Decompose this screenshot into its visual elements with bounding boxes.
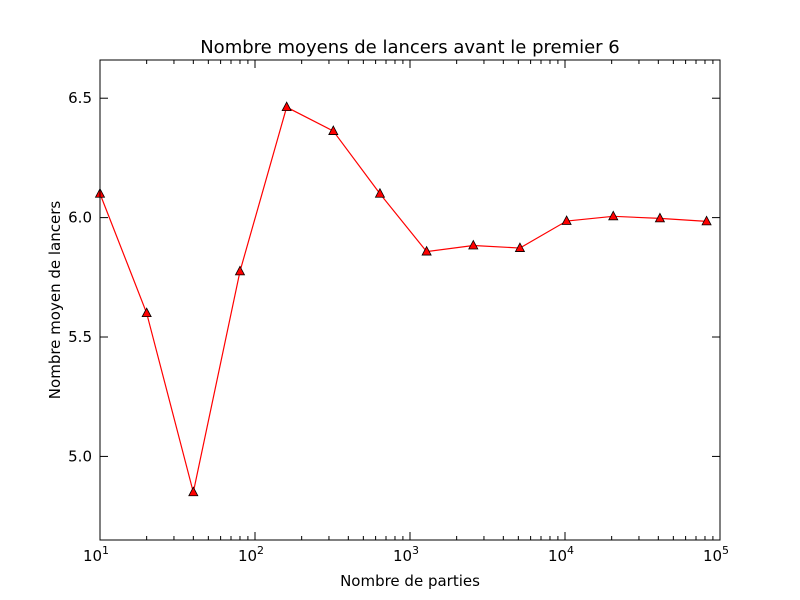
data-point [328, 125, 339, 135]
data-point [188, 486, 199, 497]
chart-title: Nombre moyens de lancers avant le premie… [200, 37, 620, 58]
data-point [374, 187, 386, 198]
x-tick-label-base: 10 [703, 547, 722, 565]
data-point [421, 245, 432, 256]
data-point [234, 265, 246, 276]
y-tick-label: 5.0 [68, 447, 92, 465]
axes-frame [99, 59, 721, 541]
x-tick-label-base: 10 [83, 547, 102, 565]
x-tick-label-exponent: 3 [412, 544, 419, 557]
y-tick-label: 6.0 [68, 209, 92, 227]
x-tick-label-exponent: 1 [102, 544, 109, 557]
x-tick-label-base: 10 [548, 547, 567, 565]
data-point [468, 239, 479, 250]
x-tick-label: 102 [238, 544, 264, 565]
x-tick-label-exponent: 4 [567, 544, 574, 557]
y-tick-label: 6.5 [68, 89, 92, 107]
x-tick-label-exponent: 5 [722, 544, 729, 557]
y-axis-label: Nombre moyen de lancers [46, 201, 64, 400]
data-point [281, 101, 292, 112]
x-tick-label: 101 [83, 544, 109, 565]
data-point [561, 215, 572, 225]
x-tick-label: 105 [703, 544, 729, 565]
x-tick-label-base: 10 [393, 547, 412, 565]
x-tick-label-exponent: 2 [257, 544, 264, 557]
data-point [514, 242, 526, 252]
y-tick-label: 5.5 [68, 328, 92, 346]
series-line [99, 106, 707, 493]
x-tick-label: 104 [548, 544, 574, 565]
x-tick-label: 103 [393, 544, 419, 565]
x-tick-label-base: 10 [238, 547, 257, 565]
data-point [701, 215, 712, 226]
x-axis-label: Nombre de parties [340, 572, 480, 590]
data-point [654, 212, 666, 223]
data-point [141, 307, 152, 318]
data-point [608, 210, 619, 221]
